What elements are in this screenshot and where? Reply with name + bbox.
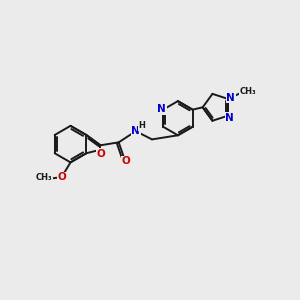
Text: CH₃: CH₃ <box>36 173 52 182</box>
Text: O: O <box>97 148 105 158</box>
Text: N: N <box>131 126 140 136</box>
Text: O: O <box>122 157 130 166</box>
Text: O: O <box>58 172 67 182</box>
Text: H: H <box>138 122 145 130</box>
Text: N: N <box>226 92 235 103</box>
Text: N: N <box>225 113 234 123</box>
Text: N: N <box>157 104 166 114</box>
Text: CH₃: CH₃ <box>240 86 256 95</box>
